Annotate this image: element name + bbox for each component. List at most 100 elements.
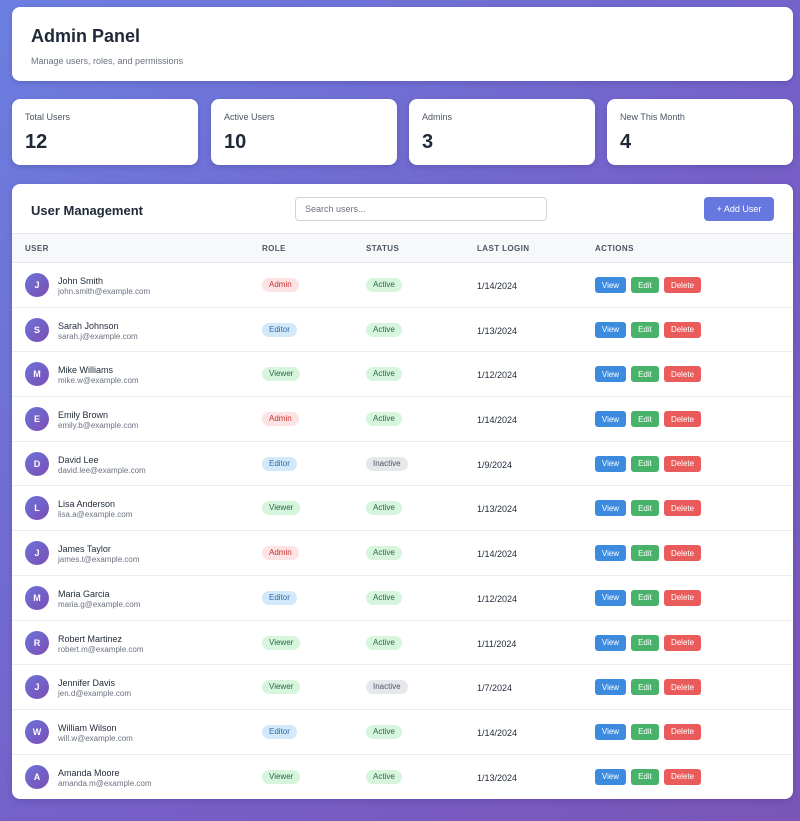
stat-value: 10 bbox=[224, 131, 247, 153]
user-name: Amanda Moore bbox=[58, 767, 120, 778]
view-button[interactable]: View bbox=[595, 366, 626, 383]
edit-button[interactable]: Edit bbox=[631, 321, 659, 338]
stat-value: 4 bbox=[620, 131, 632, 153]
stat-card-admins: Admins 3 bbox=[409, 99, 595, 165]
view-button[interactable]: View bbox=[595, 679, 626, 696]
last-login: 1/7/2024 bbox=[477, 683, 513, 694]
edit-button[interactable]: Edit bbox=[631, 679, 659, 696]
view-button[interactable]: View bbox=[595, 768, 626, 785]
stat-card-new-this-month: New This Month 4 bbox=[607, 99, 793, 165]
view-button[interactable]: View bbox=[595, 455, 626, 472]
last-login: 1/14/2024 bbox=[477, 281, 518, 291]
user-name: Mike Williams bbox=[58, 365, 113, 376]
delete-button[interactable]: Delete bbox=[664, 321, 701, 338]
search-input[interactable] bbox=[295, 197, 547, 221]
edit-button[interactable]: Edit bbox=[631, 589, 659, 606]
view-button[interactable]: View bbox=[595, 545, 626, 562]
stat-label: New This Month bbox=[620, 112, 685, 122]
view-button[interactable]: View bbox=[595, 589, 626, 606]
view-button[interactable]: View bbox=[595, 411, 626, 428]
table-row: L Lisa Anderson lisa.a@example.com Viewer Ac… bbox=[12, 486, 793, 532]
user-email: lisa.a@example.com bbox=[58, 510, 133, 520]
delete-button[interactable]: Delete bbox=[664, 768, 701, 785]
avatar: M bbox=[25, 585, 49, 610]
status-badge: Inactive bbox=[366, 456, 408, 471]
edit-button[interactable]: Edit bbox=[631, 411, 659, 428]
user-email: robert.m@example.com bbox=[58, 644, 144, 654]
delete-button[interactable]: Delete bbox=[664, 277, 701, 293]
panel-header: User Management + Add User bbox=[12, 184, 793, 234]
status-badge: Active bbox=[366, 590, 402, 605]
view-button[interactable]: View bbox=[595, 277, 626, 293]
table-row: R Robert Martinez robert.m@example.com View… bbox=[12, 621, 793, 666]
add-user-button[interactable]: + Add User bbox=[704, 197, 774, 221]
user-email: sarah.j@example.com bbox=[58, 331, 138, 341]
delete-button[interactable]: Delete bbox=[664, 411, 701, 428]
view-button[interactable]: View bbox=[595, 500, 626, 517]
status-badge: Active bbox=[366, 322, 402, 337]
role-badge: Viewer bbox=[262, 635, 301, 650]
edit-button[interactable]: Edit bbox=[631, 634, 659, 651]
delete-button[interactable]: Delete bbox=[664, 723, 701, 740]
view-button[interactable]: View bbox=[595, 321, 626, 338]
avatar: J bbox=[25, 273, 49, 297]
table-row: S Sarah Johnson sarah.j@example.com Editor A… bbox=[12, 308, 793, 353]
edit-button[interactable]: Edit bbox=[631, 545, 659, 562]
stat-card-total-users: Total Users 12 bbox=[12, 99, 198, 165]
role-badge: Viewer bbox=[262, 367, 301, 382]
last-login: 1/14/2024 bbox=[477, 727, 518, 738]
column-header-status: STATUS bbox=[366, 244, 400, 253]
avatar: W bbox=[25, 719, 49, 744]
delete-button[interactable]: Delete bbox=[664, 634, 701, 651]
table-body: J John Smith john.smith@example.com Admin Ac… bbox=[12, 263, 793, 799]
user-email: jen.d@example.com bbox=[58, 689, 132, 699]
last-login: 1/13/2024 bbox=[477, 504, 518, 515]
user-name: Sarah Johnson bbox=[58, 320, 119, 331]
table-row: J Jennifer Davis jen.d@example.com Viewer In… bbox=[12, 665, 793, 710]
last-login: 1/13/2024 bbox=[477, 325, 518, 336]
delete-button[interactable]: Delete bbox=[664, 589, 701, 606]
role-badge: Admin bbox=[262, 278, 299, 292]
avatar: A bbox=[25, 764, 49, 789]
last-login: 1/13/2024 bbox=[477, 772, 518, 783]
role-badge: Editor bbox=[262, 590, 297, 605]
delete-button[interactable]: Delete bbox=[664, 545, 701, 562]
user-email: will.w@example.com bbox=[58, 733, 133, 743]
delete-button[interactable]: Delete bbox=[664, 455, 701, 472]
user-email: mike.w@example.com bbox=[58, 376, 139, 386]
avatar: R bbox=[25, 630, 49, 655]
status-badge: Active bbox=[366, 635, 402, 650]
user-name: James Taylor bbox=[58, 544, 111, 555]
table-row: E Emily Brown emily.b@example.com Admin Acti… bbox=[12, 397, 793, 442]
delete-button[interactable]: Delete bbox=[664, 500, 701, 517]
edit-button[interactable]: Edit bbox=[631, 500, 659, 517]
avatar: J bbox=[25, 541, 49, 566]
page-header: Admin Panel Manage users, roles, and per… bbox=[12, 7, 793, 81]
user-name: John Smith bbox=[58, 276, 104, 286]
column-header-last-login: LAST LOGIN bbox=[477, 244, 530, 253]
view-button[interactable]: View bbox=[595, 634, 626, 651]
delete-button[interactable]: Delete bbox=[664, 366, 701, 383]
user-name: Maria Garcia bbox=[58, 588, 110, 599]
user-name: Emily Brown bbox=[58, 410, 109, 421]
role-badge: Viewer bbox=[262, 501, 301, 516]
edit-button[interactable]: Edit bbox=[631, 366, 659, 383]
panel-title: User Management bbox=[31, 203, 143, 218]
avatar: L bbox=[25, 496, 49, 521]
stat-label: Admins bbox=[422, 112, 453, 122]
status-badge: Active bbox=[366, 724, 402, 739]
edit-button[interactable]: Edit bbox=[631, 277, 659, 293]
edit-button[interactable]: Edit bbox=[631, 723, 659, 740]
edit-button[interactable]: Edit bbox=[631, 455, 659, 472]
view-button[interactable]: View bbox=[595, 723, 626, 740]
user-management-panel: User Management + Add User USER ROLE STA… bbox=[12, 184, 793, 799]
edit-button[interactable]: Edit bbox=[631, 768, 659, 785]
delete-button[interactable]: Delete bbox=[664, 679, 701, 696]
table-row: M Mike Williams mike.w@example.com Viewer Ac… bbox=[12, 352, 793, 398]
user-name: Robert Martinez bbox=[58, 633, 123, 644]
role-badge: Viewer bbox=[262, 680, 301, 695]
user-name: Jennifer Davis bbox=[58, 678, 116, 689]
role-badge: Admin bbox=[262, 546, 299, 561]
avatar: J bbox=[25, 675, 49, 700]
status-badge: Active bbox=[366, 367, 402, 382]
